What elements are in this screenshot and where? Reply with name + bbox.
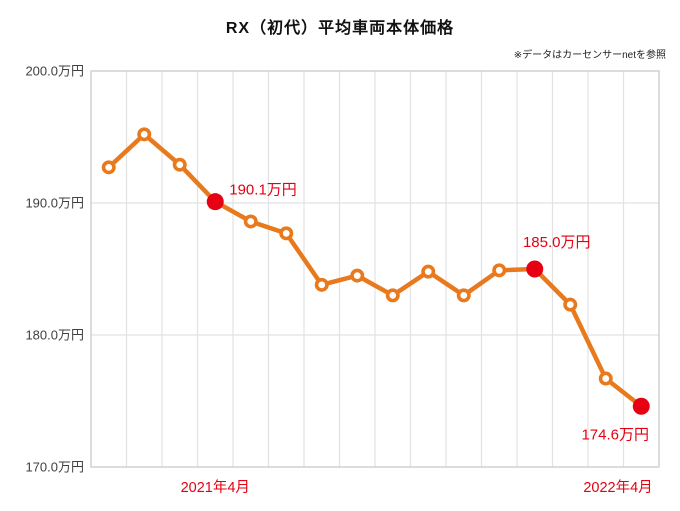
data-point-label: 190.1万円: [229, 182, 297, 199]
data-point: [598, 371, 613, 386]
highlighted-data-point: [526, 260, 544, 278]
data-point: [137, 127, 152, 142]
y-axis-tick-label: 190.0万円: [25, 196, 84, 211]
data-point: [456, 288, 471, 303]
data-point: [421, 264, 436, 279]
data-point-label: 174.6万円: [581, 426, 649, 443]
x-axis-tick-label: 2022年4月: [583, 479, 652, 496]
data-point-label: 185.0万円: [523, 234, 591, 251]
y-axis-tick-label: 200.0万円: [25, 64, 84, 79]
x-axis-tick-label: 2021年4月: [181, 479, 250, 496]
data-source-note: ※データはカーセンサーnetを参照: [513, 50, 666, 61]
price-line: [106, 132, 644, 409]
data-point: [172, 157, 187, 172]
data-point: [279, 226, 294, 241]
chart-title: RX（初代）平均車両本体価格: [225, 20, 455, 37]
y-axis-tick-label: 180.0万円: [25, 328, 84, 343]
data-point: [350, 268, 365, 283]
highlighted-data-point: [206, 193, 224, 211]
data-point: [492, 263, 507, 278]
y-axis-tick-label: 170.0万円: [25, 460, 84, 475]
data-point: [243, 214, 258, 229]
plot-border: [90, 70, 660, 468]
data-point: [563, 297, 578, 312]
data-point: [385, 288, 400, 303]
data-point: [314, 277, 329, 292]
data-point: [101, 160, 116, 175]
highlighted-data-point: [632, 397, 650, 415]
